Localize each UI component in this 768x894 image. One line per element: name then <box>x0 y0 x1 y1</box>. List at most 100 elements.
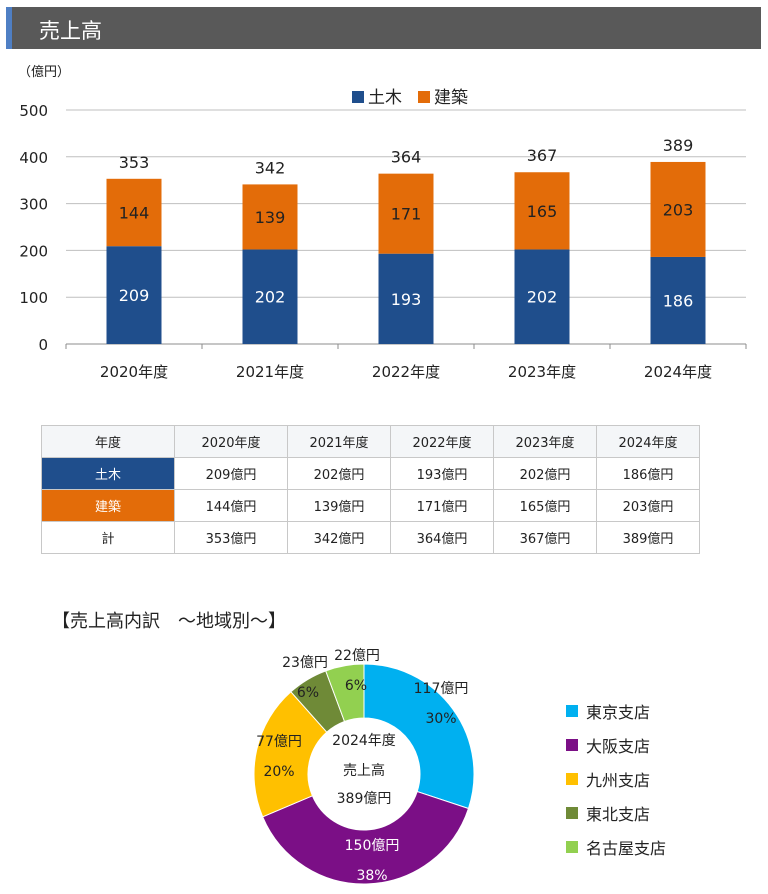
table-header-cell: 2020年度 <box>174 425 288 458</box>
table-cell: 139億円 <box>287 489 391 522</box>
bar-total-label: 342 <box>255 158 286 177</box>
donut-slice <box>363 663 475 810</box>
slice-percent-label: 6% <box>345 678 367 694</box>
bar-total-label: 353 <box>119 153 150 172</box>
x-tick-label: 2021年度 <box>236 363 304 381</box>
legend-item: 東京支店 <box>566 694 666 728</box>
table-cell: 367億円 <box>493 521 597 554</box>
legend-swatch <box>418 91 430 103</box>
table-cell: 186億円 <box>596 457 700 490</box>
bar-segment <box>514 249 570 344</box>
bar-segment <box>650 161 706 257</box>
y-unit-label: （億円） <box>18 64 70 80</box>
y-tick-label: 400 <box>19 149 48 167</box>
bar-segment <box>514 172 570 250</box>
y-tick-label: 500 <box>19 102 48 120</box>
legend-label: 大阪支店 <box>586 737 651 756</box>
table-cell: 202億円 <box>493 457 597 490</box>
slice-percent-label: 20% <box>263 764 294 780</box>
table-cell: 202億円 <box>287 457 391 490</box>
table-row: 建築 144億円 139億円 171億円 165億円 203億円 <box>41 489 700 522</box>
x-tick-label: 2022年度 <box>372 363 440 381</box>
table-cell: 144億円 <box>174 489 288 522</box>
table-header-cell: 2021年度 <box>287 425 391 458</box>
x-tick-label: 2020年度 <box>100 363 168 381</box>
table-cell: 203億円 <box>596 489 700 522</box>
table-body: 土木 209億円 202億円 193億円 202億円 186億円 建築 144億円 139億円 1… <box>41 457 700 554</box>
bar-value-label: 186 <box>663 291 694 310</box>
bar-value-label: 209 <box>119 286 150 305</box>
bar-value-label: 202 <box>527 288 558 307</box>
table-header-cell: 2024年度 <box>596 425 700 458</box>
table-cell: 364億円 <box>390 521 494 554</box>
table-row: 土木 209億円 202億円 193億円 202億円 186億円 <box>41 457 700 490</box>
legend-swatch <box>566 705 578 717</box>
slice-value-label: 23億円 <box>282 655 328 671</box>
legend-label: 建築 <box>434 88 468 108</box>
bar-segment <box>242 249 298 344</box>
y-tick-label: 100 <box>19 289 48 307</box>
slice-value-label: 22億円 <box>334 648 380 664</box>
slice-value-label: 117億円 <box>414 681 469 697</box>
slice-percent-label: 6% <box>297 685 319 701</box>
bar-value-label: 165 <box>527 202 558 221</box>
donut-title: 【売上高内訳 ～地域別～】 <box>52 611 286 632</box>
y-tick-label: 300 <box>19 196 48 214</box>
row-label: 計 <box>41 521 175 554</box>
table-header-cell: 年度 <box>41 425 175 458</box>
bar-value-label: 193 <box>391 290 422 309</box>
legend-swatch <box>566 841 578 853</box>
row-label: 土木 <box>41 457 175 490</box>
slice-percent-label: 38% <box>356 868 387 884</box>
legend-swatch <box>352 91 364 103</box>
table-cell: 353億円 <box>174 521 288 554</box>
section-title: 売上高 <box>39 19 102 43</box>
donut-center-text: 389億円 <box>337 791 392 807</box>
bar-value-label: 139 <box>255 208 286 227</box>
donut-legend: 東京支店大阪支店九州支店東北支店名古屋支店 <box>566 694 666 864</box>
slice-value-label: 77億円 <box>256 734 302 750</box>
y-tick-label: 0 <box>38 336 48 354</box>
y-tick-label: 200 <box>19 242 48 260</box>
table-cell: 209億円 <box>174 457 288 490</box>
bar-segment <box>650 256 706 344</box>
donut-slice <box>262 790 470 885</box>
bar-segment <box>378 173 434 254</box>
legend-label: 名古屋支店 <box>586 839 667 858</box>
bar-value-label: 144 <box>119 203 150 222</box>
legend-item: 名古屋支店 <box>566 830 666 864</box>
table-cell: 389億円 <box>596 521 700 554</box>
bar-total-label: 364 <box>391 148 422 167</box>
donut-slice <box>290 670 346 733</box>
legend-label: 東京支店 <box>586 703 651 722</box>
legend-label: 東北支店 <box>586 805 651 824</box>
legend-label: 九州支店 <box>586 771 651 790</box>
legend-swatch <box>566 739 578 751</box>
table-cell: 165億円 <box>493 489 597 522</box>
donut-slice <box>325 663 365 723</box>
slice-value-label: 150億円 <box>345 838 400 854</box>
donut-center-text: 2024年度 <box>332 733 396 749</box>
section-header: 売上高 <box>6 7 761 49</box>
legend-item: 大阪支店 <box>566 728 666 762</box>
slice-percent-label: 30% <box>425 711 456 727</box>
bar-value-label: 203 <box>663 200 694 219</box>
table-header-cell: 2023年度 <box>493 425 597 458</box>
table-header-row: 年度 2020年度 2021年度 2022年度 2023年度 2024年度 <box>41 425 700 458</box>
legend-item: 東北支店 <box>566 796 666 830</box>
bar-total-label: 389 <box>663 136 694 155</box>
donut-slice <box>253 691 328 818</box>
legend-item: 九州支店 <box>566 762 666 796</box>
bar-segment <box>106 246 162 344</box>
bar-segment <box>106 178 162 247</box>
row-label: 建築 <box>41 489 175 522</box>
stacked-bar-chart: （億円） 0 100 200 300 400 500 209 144 353 2020年度 202 13… <box>18 64 747 381</box>
x-tick-label: 2024年度 <box>644 363 712 381</box>
table-header-cell: 2022年度 <box>390 425 494 458</box>
x-tick-label: 2023年度 <box>508 363 576 381</box>
table-cell: 193億円 <box>390 457 494 490</box>
table-row: 計 353億円 342億円 364億円 367億円 389億円 <box>41 521 700 554</box>
legend-label: 土木 <box>368 88 402 108</box>
legend-swatch <box>566 807 578 819</box>
bar-total-label: 367 <box>527 146 558 165</box>
